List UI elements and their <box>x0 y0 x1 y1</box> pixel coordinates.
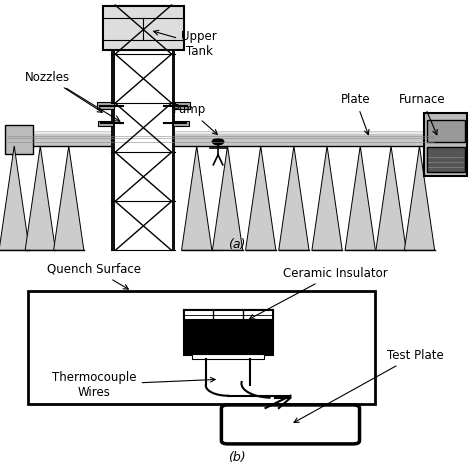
Text: Pump: Pump <box>173 103 218 135</box>
Polygon shape <box>246 146 276 250</box>
Polygon shape <box>345 146 375 250</box>
Text: (b): (b) <box>228 451 246 464</box>
FancyBboxPatch shape <box>221 405 359 444</box>
Polygon shape <box>279 146 309 250</box>
Polygon shape <box>0 146 29 250</box>
Text: Furnace: Furnace <box>399 93 445 135</box>
Bar <box>103 6 184 50</box>
Bar <box>98 121 113 126</box>
Polygon shape <box>376 146 406 250</box>
Polygon shape <box>54 146 84 250</box>
Bar <box>427 119 465 142</box>
Polygon shape <box>312 146 342 250</box>
Bar <box>111 5 115 250</box>
Text: Thermocouple
Wires: Thermocouple Wires <box>52 371 215 399</box>
Bar <box>173 121 189 126</box>
Bar <box>7 132 434 134</box>
Bar <box>183 309 273 355</box>
Bar <box>5 124 33 153</box>
Bar <box>111 5 175 250</box>
Polygon shape <box>212 146 243 250</box>
Bar <box>192 354 264 359</box>
Bar <box>173 103 190 109</box>
Text: Ceramic Insulator: Ceramic Insulator <box>249 267 387 319</box>
Bar <box>172 5 175 250</box>
Text: Upper
Tank: Upper Tank <box>154 30 217 58</box>
Polygon shape <box>182 146 212 250</box>
Bar <box>424 113 467 176</box>
Text: Test Plate: Test Plate <box>294 349 444 423</box>
Bar <box>427 147 465 172</box>
Circle shape <box>212 139 224 144</box>
Bar <box>192 354 264 359</box>
Polygon shape <box>25 146 55 250</box>
Text: (a): (a) <box>228 238 246 251</box>
Polygon shape <box>404 146 435 250</box>
Text: Plate: Plate <box>341 93 370 135</box>
Text: Nozzles: Nozzles <box>25 70 102 112</box>
Bar <box>183 309 273 320</box>
Bar <box>7 132 434 146</box>
Bar <box>97 103 114 109</box>
Bar <box>27 291 375 404</box>
Text: Quench Surface: Quench Surface <box>47 263 141 289</box>
